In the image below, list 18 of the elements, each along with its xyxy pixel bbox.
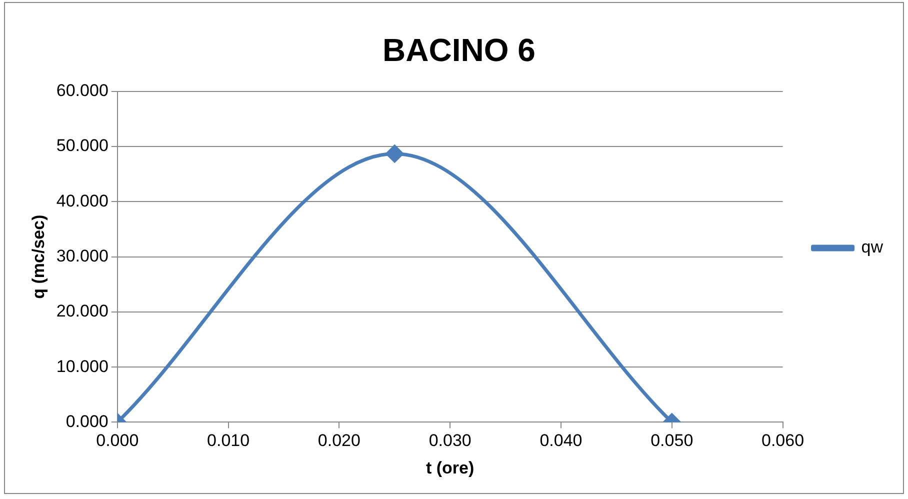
x-tick-label: 0.020 <box>318 431 360 450</box>
legend-label: qw <box>861 238 884 257</box>
y-tick-label: 60.000 <box>56 81 108 100</box>
x-tick-label: 0.030 <box>428 431 472 450</box>
y-tick-label: 40.000 <box>56 191 108 210</box>
x-tick-label: 0.000 <box>96 431 139 450</box>
y-tick-label: 50.000 <box>56 136 108 156</box>
x-tick-label: 0.050 <box>650 431 694 450</box>
y-tick-label: 30.000 <box>56 246 108 266</box>
y-tick-label: 20.000 <box>56 302 108 321</box>
x-tick-label: 0.060 <box>761 431 804 450</box>
x-tick-label: 0.040 <box>540 431 582 450</box>
y-tick-label: 10.000 <box>56 356 108 376</box>
chart-title: BACINO 6 <box>382 32 536 68</box>
y-tick-label: 0.000 <box>66 412 108 431</box>
x-axis-title: t (ore) <box>426 458 474 478</box>
y-axis-title: q (mc/sec) <box>28 214 48 299</box>
x-tick-label: 0.010 <box>207 431 250 450</box>
